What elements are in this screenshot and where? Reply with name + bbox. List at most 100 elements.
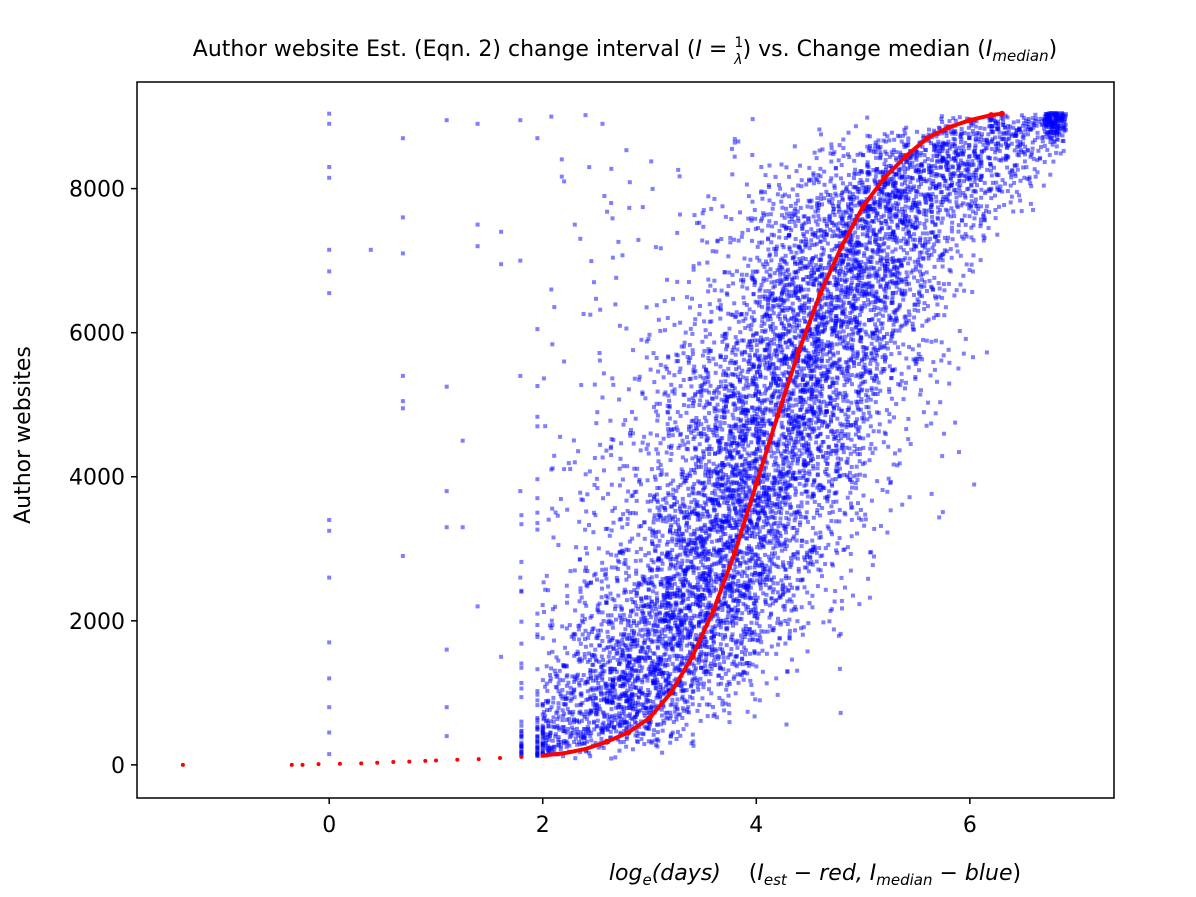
median-point [812, 150, 817, 155]
median-point [777, 228, 782, 233]
median-point [583, 637, 587, 641]
median-point [838, 266, 843, 271]
median-point [729, 637, 734, 642]
median-point [911, 198, 916, 202]
median-point [612, 688, 617, 693]
median-point [740, 284, 745, 289]
median-point [519, 589, 524, 594]
median-point [845, 545, 850, 550]
median-point [673, 591, 678, 596]
median-point [809, 334, 814, 339]
median-point [789, 316, 794, 321]
median-point [824, 472, 829, 477]
median-point [969, 123, 974, 128]
median-point [844, 366, 849, 371]
median-point [704, 702, 709, 707]
median-point [867, 368, 872, 373]
median-point [799, 178, 804, 183]
median-point [580, 613, 585, 618]
median-point [864, 286, 869, 291]
median-point [1009, 194, 1014, 199]
median-point [698, 504, 703, 509]
median-point [551, 535, 556, 540]
median-point [873, 174, 878, 179]
median-point [736, 238, 741, 243]
median-point [828, 384, 832, 389]
median-point [855, 285, 860, 290]
median-point [783, 340, 788, 345]
median-point [590, 688, 595, 693]
median-point [806, 396, 811, 401]
median-point [967, 206, 972, 211]
median-point [669, 515, 674, 520]
median-point [618, 456, 623, 461]
median-point [976, 137, 981, 142]
median-point [769, 532, 774, 537]
median-point [621, 422, 626, 427]
median-point [550, 607, 555, 612]
median-point [694, 545, 699, 550]
median-point [729, 546, 733, 551]
median-point [633, 701, 638, 706]
median-point [981, 142, 986, 147]
median-point [866, 576, 871, 581]
median-point [884, 222, 889, 226]
median-point [824, 467, 829, 471]
median-point [780, 256, 785, 261]
median-point [842, 547, 847, 552]
median-point [724, 643, 729, 648]
median-point [844, 425, 849, 430]
median-point [518, 258, 523, 263]
median-point [799, 239, 804, 244]
median-point [984, 137, 989, 142]
median-point [715, 484, 720, 489]
median-point [799, 626, 804, 631]
median-point [842, 510, 847, 515]
median-point [668, 710, 672, 715]
median-point [845, 399, 850, 404]
median-point [891, 462, 896, 467]
median-point [795, 619, 800, 624]
median-point [519, 522, 524, 527]
median-point [460, 525, 465, 530]
median-point [643, 658, 648, 663]
median-point [565, 594, 570, 599]
median-point [937, 185, 942, 190]
median-point [400, 399, 405, 404]
median-point [652, 623, 656, 628]
median-point [798, 520, 803, 525]
median-point [885, 332, 889, 336]
median-point [609, 201, 614, 205]
median-point [757, 557, 762, 561]
median-point [848, 181, 853, 186]
median-point [589, 643, 594, 648]
median-point [583, 527, 588, 532]
median-point [857, 362, 862, 366]
median-point [560, 708, 565, 713]
median-point [890, 249, 895, 254]
median-point [882, 345, 887, 350]
median-point [667, 530, 672, 535]
median-point [969, 182, 973, 187]
median-point [950, 237, 955, 242]
median-point [883, 268, 888, 273]
median-point [914, 157, 919, 162]
median-point [594, 702, 599, 707]
median-point [535, 521, 540, 526]
median-point [769, 327, 773, 332]
median-point [647, 577, 652, 581]
median-point [984, 208, 988, 213]
median-point [540, 678, 545, 683]
median-point [604, 576, 609, 581]
median-point [777, 474, 781, 479]
median-point [762, 265, 767, 269]
median-point [846, 376, 851, 381]
median-point [721, 650, 725, 655]
median-point [732, 140, 737, 145]
median-point [810, 282, 815, 286]
median-point [668, 592, 673, 597]
median-point [822, 276, 827, 281]
median-point [632, 703, 637, 708]
median-point [880, 326, 885, 331]
median-point [806, 297, 811, 302]
